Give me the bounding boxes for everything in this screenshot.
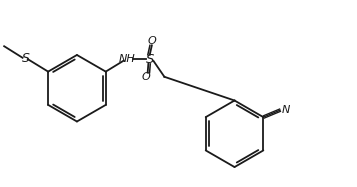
Text: S: S [146, 53, 154, 66]
Text: O: O [148, 36, 157, 46]
Text: N: N [282, 105, 290, 115]
Text: NH: NH [119, 54, 135, 64]
Text: O: O [141, 72, 150, 82]
Text: S: S [21, 52, 29, 65]
